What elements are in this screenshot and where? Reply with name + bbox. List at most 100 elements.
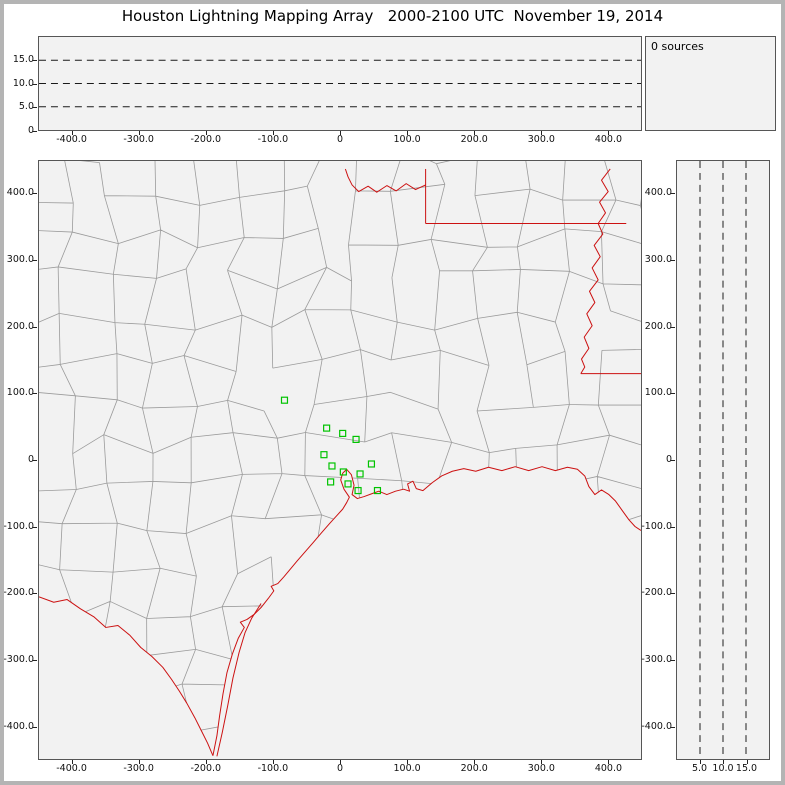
tick-mark — [671, 726, 675, 728]
tick-mark — [746, 760, 748, 764]
altitude-ns-panel[interactable] — [676, 160, 770, 760]
x-tick-label: 10.0 — [712, 763, 734, 774]
lma-station-marker — [327, 478, 335, 486]
y-tick-label: 15.0 — [12, 53, 34, 65]
y-tick-label: 0 — [27, 125, 34, 136]
tick-mark — [474, 131, 476, 135]
gulf-of-mexico-water — [212, 466, 641, 759]
x-tick-label: 100.0 — [393, 134, 421, 145]
tick-mark — [608, 760, 610, 764]
plan-view-map-panel[interactable] — [38, 160, 642, 760]
x-tick-label: -400.0 — [56, 134, 87, 145]
x-tick-label: -100.0 — [257, 134, 289, 145]
x-tick-label: 100.0 — [393, 763, 421, 774]
tick-mark — [608, 131, 610, 135]
y-tick-label: 5.0 — [18, 101, 34, 113]
tick-mark — [33, 326, 37, 328]
altitude-ew-plot-svg — [39, 59, 641, 108]
tick-mark — [474, 760, 476, 764]
tick-mark — [138, 760, 140, 764]
tick-mark — [671, 260, 675, 261]
x-tick-label: -300.0 — [123, 763, 154, 774]
lma-station-marker — [280, 396, 289, 404]
tick-mark — [671, 660, 675, 661]
tick-mark — [272, 760, 274, 764]
x-tick-label: -100.0 — [257, 763, 289, 774]
tick-mark — [33, 83, 37, 85]
sources-count-panel: 0 sources — [645, 36, 776, 131]
plan-view-map-svg — [39, 161, 641, 759]
tick-mark — [407, 131, 409, 135]
tick-mark — [33, 660, 37, 661]
x-tick-label: 200.0 — [460, 763, 488, 774]
x-tick-label: -400.0 — [56, 763, 87, 774]
lma-station-marker — [323, 424, 331, 432]
tick-mark — [33, 59, 37, 61]
tick-mark — [340, 760, 341, 764]
tick-mark — [205, 760, 207, 764]
tick-mark — [699, 760, 701, 764]
lma-station-marker — [344, 480, 352, 488]
mississippi-river-border — [580, 168, 611, 374]
x-tick-label: 0 — [336, 134, 344, 145]
tick-mark — [33, 107, 37, 109]
lma-station-marker — [328, 462, 336, 470]
x-tick-label: 300.0 — [527, 134, 555, 145]
tick-mark — [33, 726, 37, 728]
y-tick-label: 10.0 — [12, 77, 34, 89]
x-tick-label: -300.0 — [123, 134, 154, 145]
y-tick-label: 400.0 — [6, 187, 34, 199]
x-tick-label: 300.0 — [527, 763, 555, 774]
y-tick-label: 100.0 — [6, 387, 34, 399]
tick-mark — [33, 131, 37, 132]
x-tick-label: 400.0 — [594, 763, 623, 774]
tick-mark — [33, 193, 37, 195]
tick-mark — [138, 131, 140, 135]
tick-mark — [671, 393, 675, 395]
sources-count-label: 0 sources — [651, 40, 704, 53]
lma-station-marker — [352, 435, 360, 443]
lma-station-marker — [320, 451, 328, 459]
y-tick-label: 0 — [27, 454, 34, 465]
tick-mark — [671, 593, 675, 595]
tick-mark — [340, 131, 341, 135]
x-tick-label: 200.0 — [460, 134, 488, 145]
tick-mark — [33, 260, 37, 261]
tick-mark — [272, 131, 274, 135]
lma-station-marker — [367, 460, 376, 468]
y-tick-label: 200.0 — [6, 320, 34, 332]
rio-grande-border — [39, 596, 214, 756]
y-tick-label: -400.0 — [3, 720, 34, 732]
red-river-border — [344, 168, 426, 193]
x-tick-label: 0 — [336, 763, 344, 774]
barrier-island — [216, 603, 262, 757]
y-tick-label: -100.0 — [3, 520, 34, 532]
x-tick-label: 15.0 — [735, 763, 758, 774]
x-tick-label: -200.0 — [190, 134, 222, 145]
y-tick-label: -300.0 — [3, 654, 34, 665]
lma-station-marker — [354, 486, 362, 495]
x-tick-label: -200.0 — [190, 763, 222, 774]
altitude-ew-panel[interactable] — [38, 36, 642, 131]
tick-mark — [671, 193, 675, 195]
x-tick-label: 400.0 — [594, 134, 623, 145]
lma-station-marker — [339, 429, 347, 438]
tick-mark — [71, 131, 73, 135]
y-tick-label: 300.0 — [6, 254, 34, 265]
tick-mark — [33, 393, 37, 395]
tick-mark — [33, 526, 37, 528]
lma-station-marker — [356, 470, 364, 478]
mexico-region — [39, 596, 213, 759]
tick-mark — [407, 760, 409, 764]
tick-mark — [205, 131, 207, 135]
altitude-ns-plot-svg — [699, 161, 747, 759]
coastline — [212, 466, 641, 756]
tick-mark — [671, 460, 675, 461]
tick-mark — [33, 593, 37, 595]
y-tick-label: -200.0 — [3, 587, 34, 599]
tick-mark — [723, 760, 724, 764]
lma-station-marker — [339, 468, 347, 476]
window-title: Houston Lightning Mapping Array 2000-210… — [121, 7, 664, 25]
tick-mark — [671, 526, 675, 528]
